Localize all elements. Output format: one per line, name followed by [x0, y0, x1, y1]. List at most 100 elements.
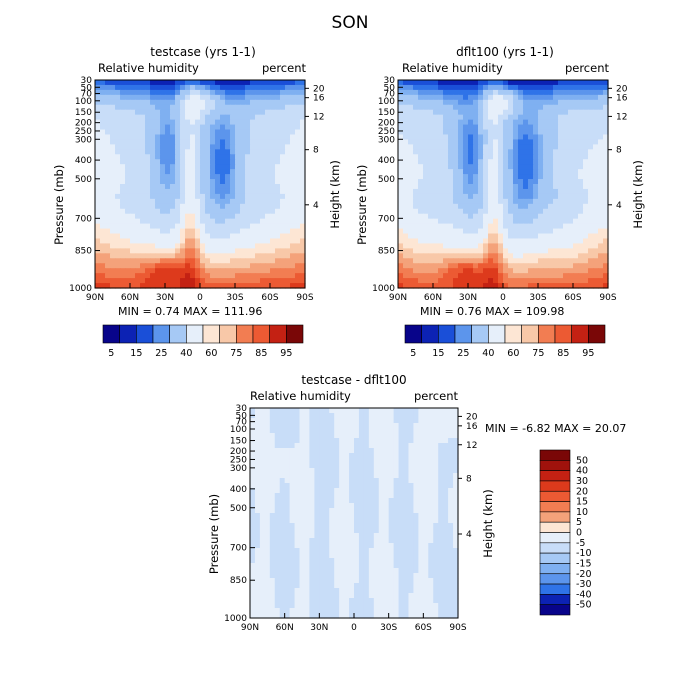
heatmap-cell — [160, 208, 166, 215]
heatmap-cell — [284, 453, 291, 459]
heatmap-cell — [180, 154, 186, 160]
heatmap-cell — [294, 413, 301, 419]
heatmap-cell — [508, 84, 514, 91]
heatmap-cell — [588, 119, 594, 126]
heatmap-cell — [150, 80, 156, 86]
heatmap-cell — [165, 139, 171, 145]
heatmap-cell — [324, 488, 330, 494]
heatmap-cell — [513, 238, 519, 245]
heatmap-cell — [473, 159, 479, 165]
heatmap-cell — [593, 268, 599, 274]
heatmap-cell — [538, 258, 544, 264]
heatmap-cell — [215, 253, 221, 259]
heatmap-cell — [185, 174, 191, 180]
heatmap-cell — [95, 238, 101, 245]
heatmap-cell — [130, 228, 136, 235]
heatmap-cell — [438, 543, 444, 549]
heatmap-cell — [398, 223, 404, 230]
heatmap-cell — [423, 503, 429, 509]
heatmap-cell — [170, 154, 176, 160]
heatmap-cell — [280, 84, 286, 91]
heatmap-cell — [433, 139, 439, 145]
heatmap-cell — [250, 164, 256, 170]
heatmap-cell — [488, 134, 494, 141]
heatmap-cell — [304, 408, 311, 414]
heatmap-cell — [275, 188, 281, 195]
heatmap-cell — [548, 198, 554, 205]
heatmap-cell — [438, 203, 444, 210]
heatmap-cell — [493, 213, 499, 220]
heatmap-cell — [593, 94, 599, 101]
heatmap-cell — [368, 453, 375, 459]
heatmap-cell — [230, 89, 236, 96]
heatmap-cell — [294, 453, 301, 459]
heatmap-cell — [215, 109, 221, 116]
heatmap-cell — [598, 129, 604, 136]
heatmap-cell — [478, 94, 484, 101]
heatmap-cell — [433, 99, 439, 106]
heatmap-cell — [548, 80, 554, 86]
heatmap-cell — [368, 423, 375, 429]
heatmap-cell — [304, 543, 311, 549]
heatmap-cell — [344, 443, 350, 449]
heatmap-cell — [295, 218, 301, 225]
heatmap-cell — [349, 418, 355, 424]
heatmap-cell — [230, 238, 236, 245]
heatmap-cell — [468, 273, 474, 279]
heatmap-cell — [225, 99, 231, 106]
heatmap-cell — [413, 413, 419, 419]
heatmap-cell — [274, 538, 281, 544]
heatmap-cell — [250, 283, 256, 289]
heatmap-cell — [463, 149, 469, 155]
heatmap-cell — [403, 223, 409, 230]
heatmap-cell — [344, 438, 350, 444]
heatmap-cell — [260, 278, 266, 284]
heatmap-cell — [453, 89, 459, 96]
heatmap-cell — [413, 99, 419, 106]
heatmap-cell — [398, 159, 404, 165]
heatmap-cell — [543, 248, 549, 254]
heatmap-cell — [453, 258, 459, 264]
heatmap-cell — [423, 283, 429, 289]
heatmap-cell — [378, 458, 385, 464]
heatmap-cell — [145, 99, 151, 106]
heatmap-cell — [523, 283, 529, 289]
heatmap-cell — [230, 149, 236, 155]
heatmap-cell — [180, 89, 186, 96]
heatmap-cell — [483, 80, 489, 86]
heatmap-cell — [398, 488, 405, 494]
heatmap-cell — [145, 169, 151, 175]
heatmap-cell — [265, 149, 271, 155]
heatmap-cell — [393, 433, 400, 439]
heatmap-cell — [295, 80, 301, 86]
heatmap-cell — [573, 104, 579, 111]
heatmap-cell — [418, 159, 424, 165]
heatmap-cell — [285, 94, 291, 101]
heatmap-cell — [215, 114, 221, 121]
heatmap-cell — [290, 218, 296, 225]
heatmap-cell — [418, 258, 424, 264]
heatmap-cell — [245, 94, 251, 101]
heatmap-cell — [260, 253, 266, 259]
heatmap-cell — [538, 188, 544, 195]
heatmap-cell — [513, 273, 519, 279]
heatmap-cell — [423, 493, 429, 499]
heatmap-cell — [593, 258, 599, 264]
heatmap-cell — [468, 179, 474, 185]
heatmap-cell — [215, 149, 221, 155]
heatmap-cell — [190, 149, 196, 155]
heatmap-cell — [280, 109, 286, 116]
heatmap-cell — [299, 528, 306, 534]
heatmap-cell — [508, 283, 514, 289]
heatmap-cell — [418, 208, 424, 215]
heatmap-cell — [408, 213, 414, 220]
heatmap-cell — [358, 543, 365, 549]
heatmap-cell — [583, 208, 589, 215]
heatmap-cell — [344, 543, 350, 549]
heatmap-cell — [408, 134, 414, 141]
heatmap-cell — [150, 179, 156, 185]
heatmap-cell — [299, 543, 306, 549]
heatmap-cell — [433, 114, 439, 121]
heatmap-cell — [423, 548, 429, 554]
heatmap-cell — [503, 159, 509, 165]
